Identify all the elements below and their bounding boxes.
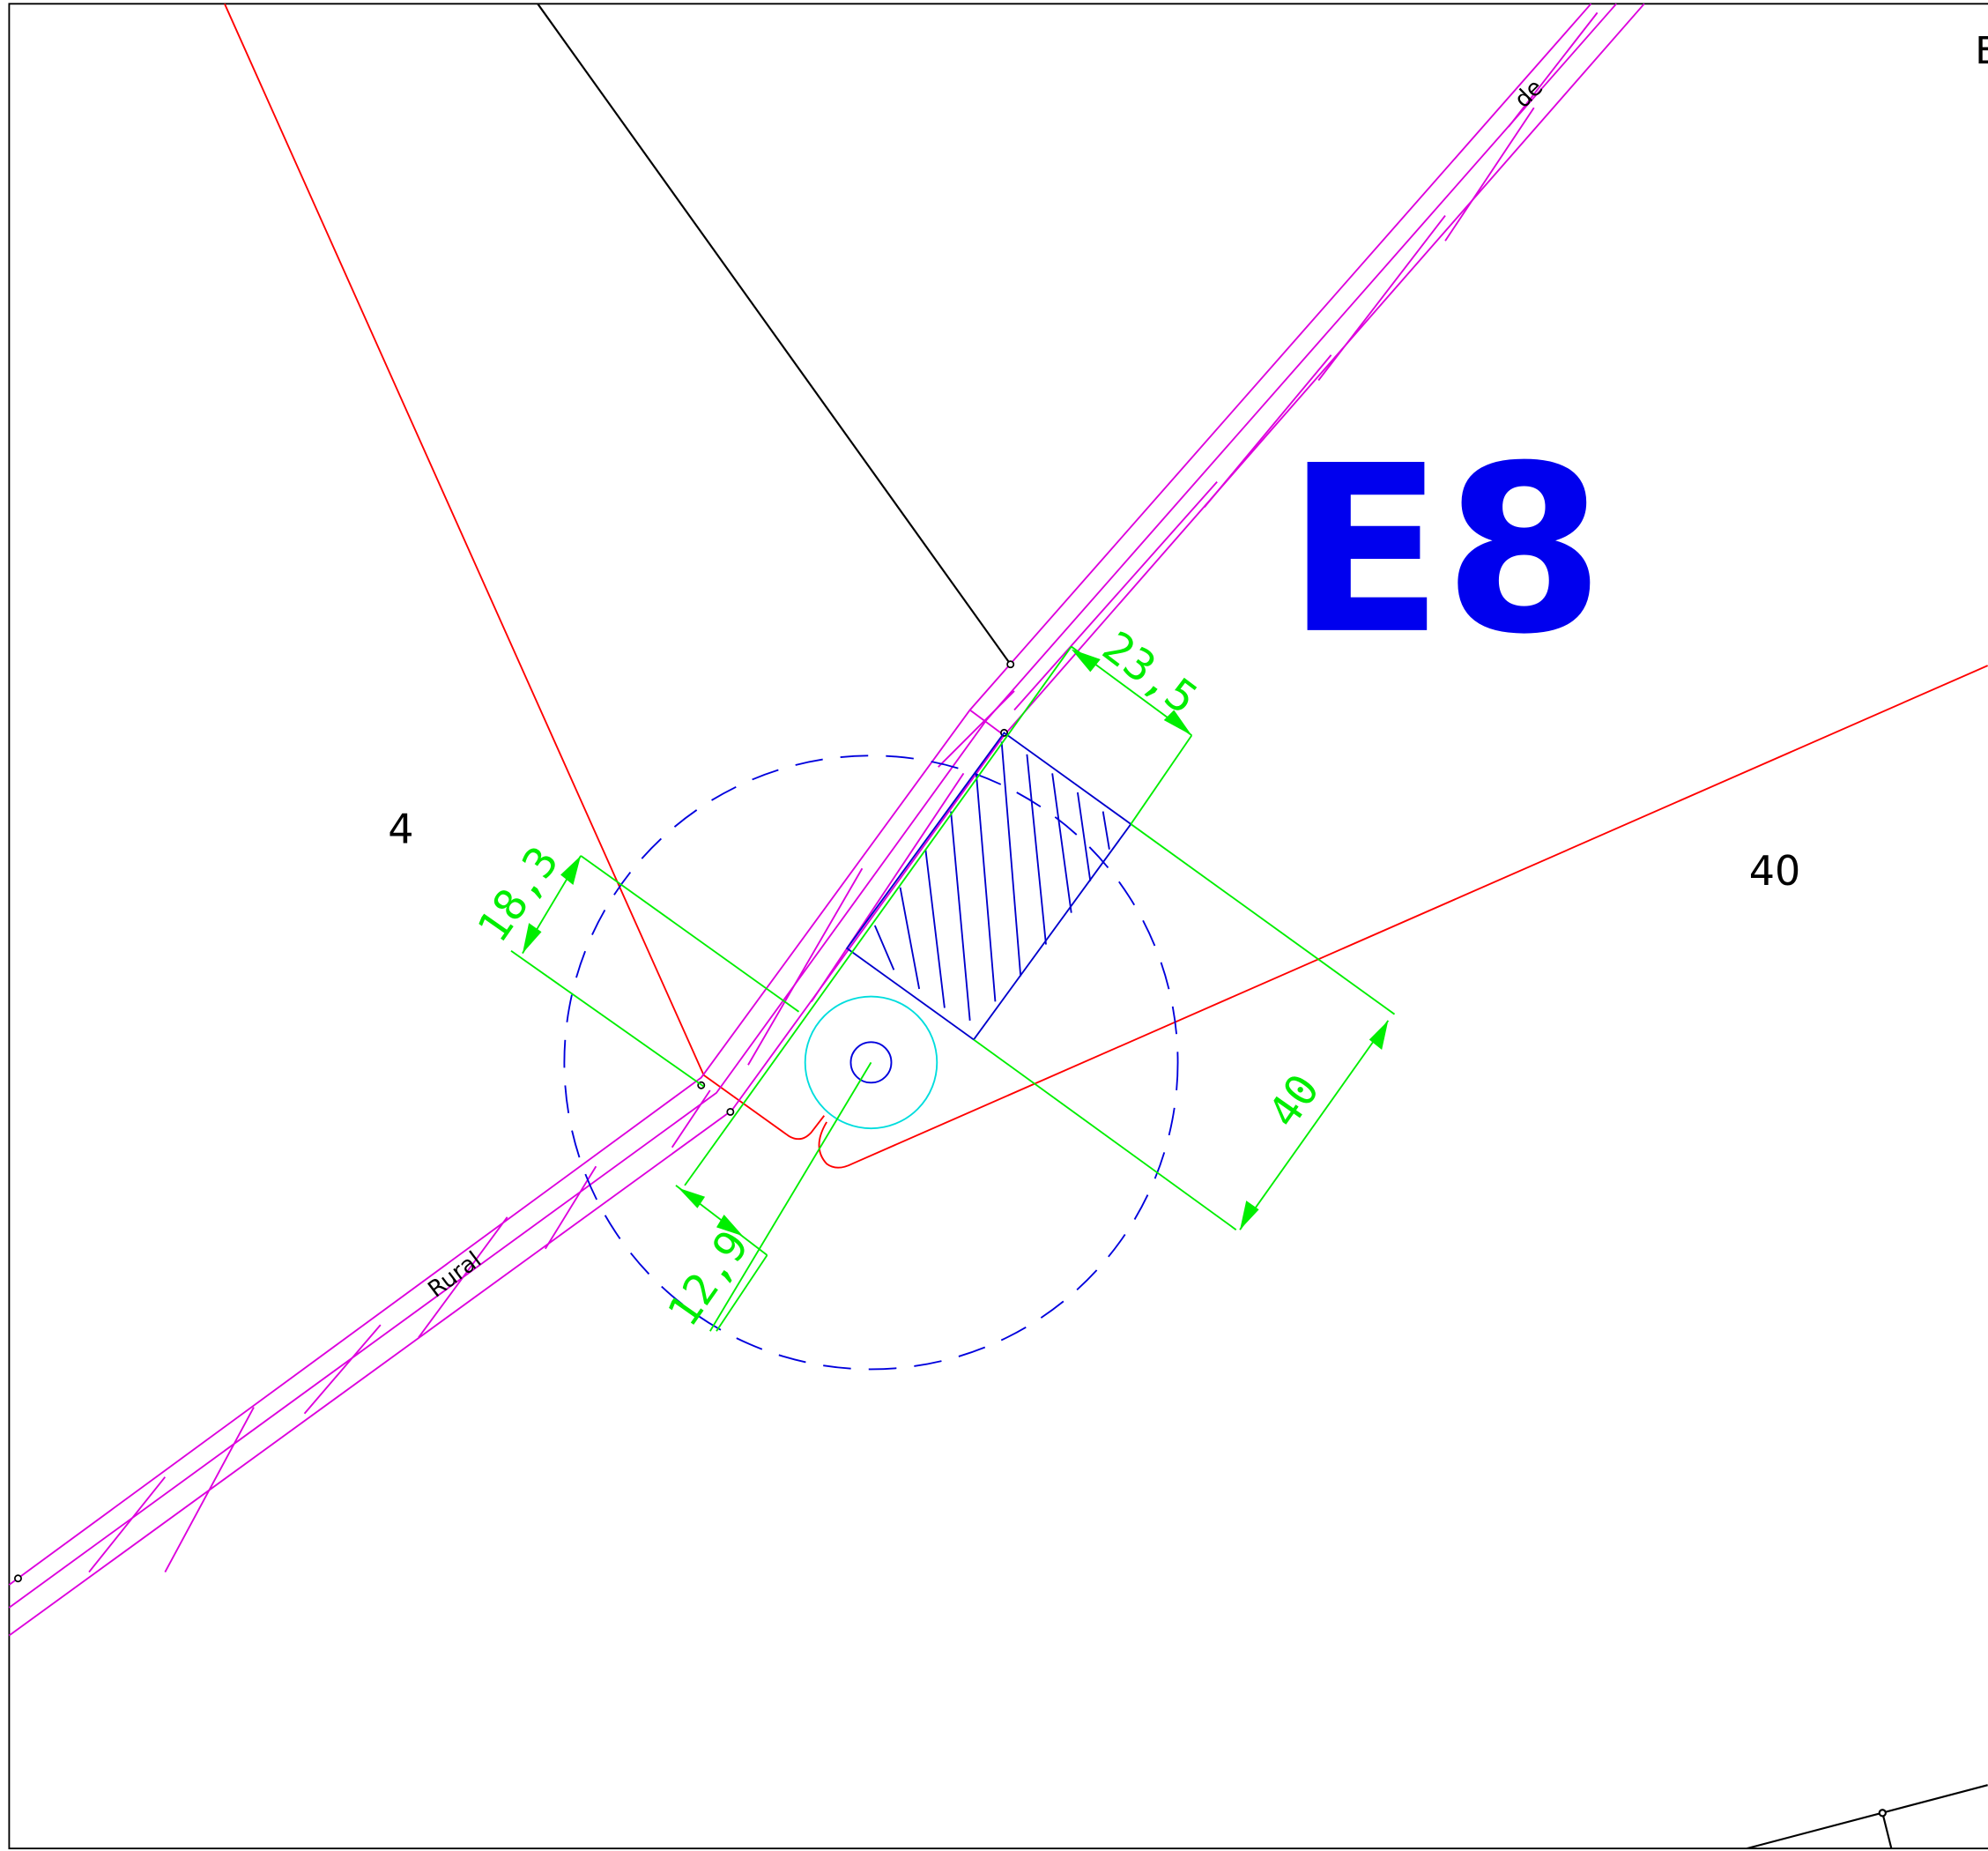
cad-drawing: 23,5 18,3 40 12,9 E8 E 4 40 Rural de [0,0,1988,1851]
point [1880,1810,1886,1816]
point [727,1109,733,1115]
corner-label: E [1975,29,1988,73]
parcel-label: 40 [1749,847,1801,895]
plot-label: E8 [1287,416,1605,685]
point [15,1575,21,1581]
page: 23,5 18,3 40 12,9 E8 E 4 40 Rural de (()… [0,0,1988,1851]
parcel-label: 4 [388,806,413,853]
background [0,0,1987,1851]
point [1007,661,1013,667]
